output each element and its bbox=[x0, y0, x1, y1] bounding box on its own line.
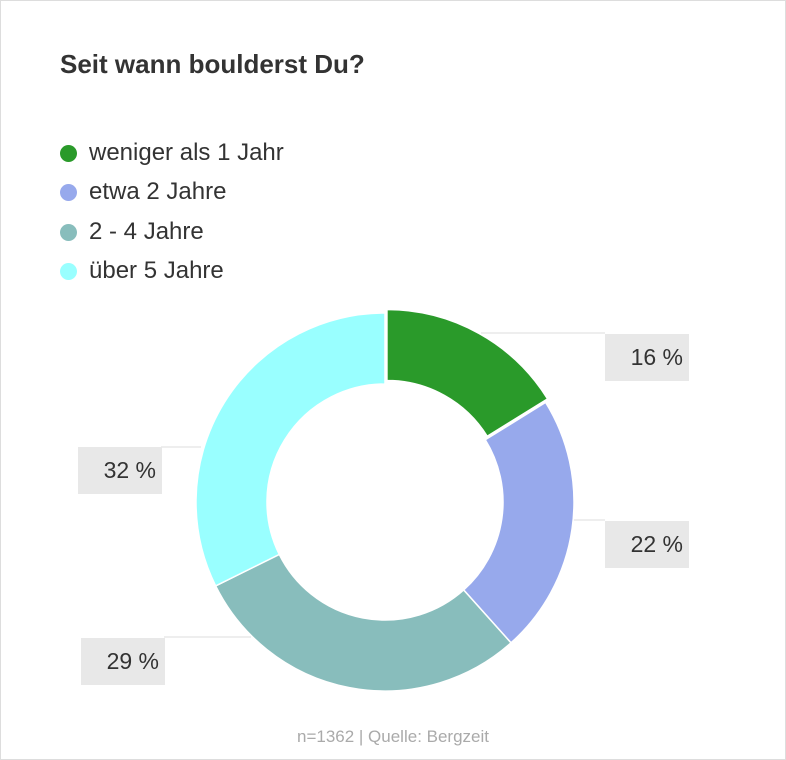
legend-item[interactable]: etwa 2 Jahre bbox=[60, 178, 226, 206]
data-label: 32 % bbox=[78, 447, 162, 494]
chart-title: Seit wann boulderst Du? bbox=[60, 49, 365, 79]
legend-swatch bbox=[60, 144, 77, 162]
legend-item[interactable]: 2 - 4 Jahre bbox=[60, 218, 204, 246]
legend-label: etwa 2 Jahre bbox=[89, 178, 227, 205]
data-label: 16 % bbox=[605, 334, 689, 381]
donut-slice[interactable] bbox=[195, 312, 386, 587]
donut-slice[interactable] bbox=[462, 401, 575, 644]
donut-slice[interactable] bbox=[386, 308, 549, 438]
legend-label: 2 - 4 Jahre bbox=[89, 218, 204, 245]
legend-item[interactable]: über 5 Jahre bbox=[60, 257, 224, 285]
legend-swatch bbox=[60, 223, 77, 241]
legend-label: über 5 Jahre bbox=[89, 257, 224, 284]
legend-label: weniger als 1 Jahr bbox=[89, 139, 284, 166]
chart-footer: n=1362 | Quelle: Bergzeit bbox=[296, 727, 489, 746]
donut-slice[interactable] bbox=[214, 553, 513, 692]
legend-item[interactable]: weniger als 1 Jahr bbox=[60, 139, 284, 167]
legend-swatch bbox=[60, 183, 77, 201]
data-label: 29 % bbox=[81, 638, 165, 685]
legend-swatch bbox=[60, 262, 77, 280]
data-label: 22 % bbox=[605, 521, 689, 568]
